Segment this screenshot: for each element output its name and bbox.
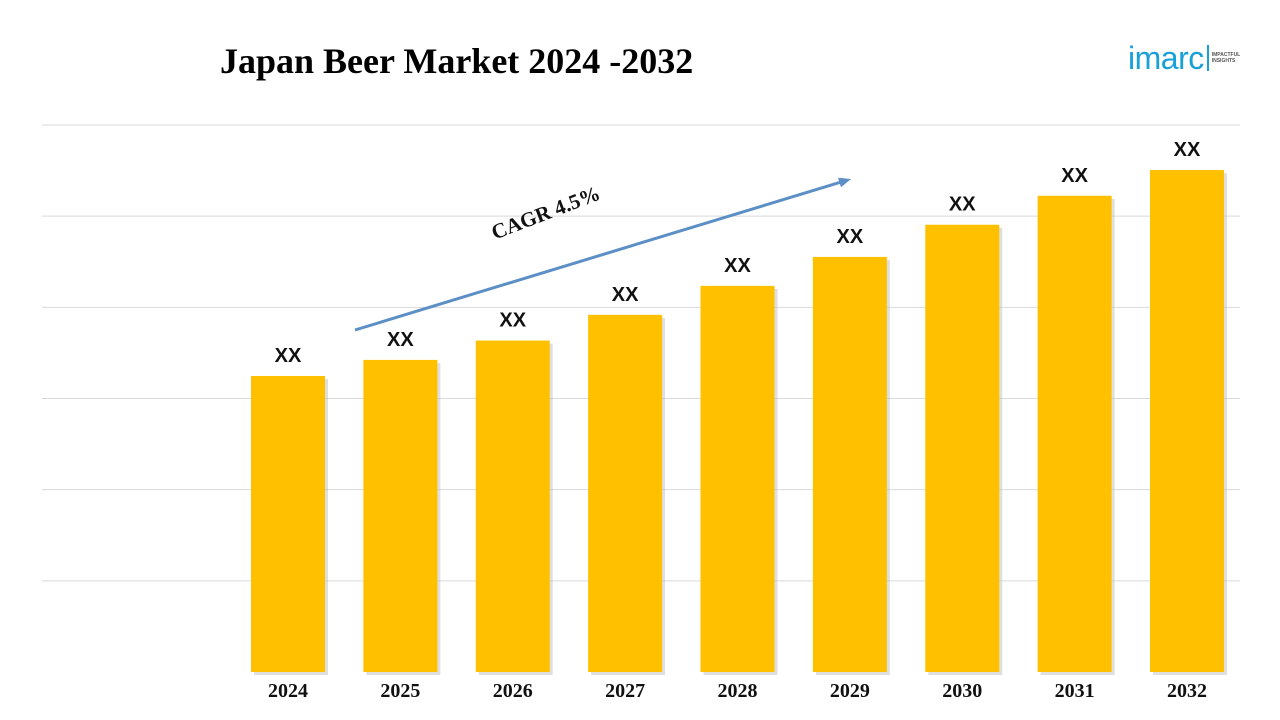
imarc-logo: imarc IMPACTFUL INSIGHTS xyxy=(1128,36,1242,80)
x-tick-label: 2030 xyxy=(942,680,982,702)
arrow-line xyxy=(354,179,844,332)
bar xyxy=(925,224,1000,672)
data-labels: XX XX XX XX XX XX XX XX XX xyxy=(275,139,1201,367)
bar xyxy=(700,285,775,672)
x-tick-label: 2031 xyxy=(1055,680,1095,702)
data-label: XX xyxy=(1061,165,1088,187)
arrow-head xyxy=(838,177,851,188)
x-tick-label: 2025 xyxy=(380,680,420,702)
x-tick-label: 2032 xyxy=(1167,680,1207,702)
x-tick-label: 2024 xyxy=(268,680,308,702)
data-label: XX xyxy=(949,194,976,216)
data-label: XX xyxy=(387,329,414,351)
bar xyxy=(1150,170,1224,672)
logo-wordmark: imarc xyxy=(1128,40,1204,76)
x-tick-labels: 2024 2025 2026 2027 2028 2029 2030 2031 2032 xyxy=(268,680,1207,702)
bar xyxy=(475,340,550,672)
bar xyxy=(588,314,663,672)
logo-tagline-line2: INSIGHTS xyxy=(1211,58,1236,64)
cagr-arrow xyxy=(354,177,851,332)
x-tick-label: 2028 xyxy=(718,680,758,702)
logo-tagline-line1: IMPACTFUL xyxy=(1211,52,1241,58)
logo-divider xyxy=(1206,45,1209,71)
chart-title: Japan Beer Market 2024 -2032 xyxy=(220,41,694,81)
x-tick-label: 2026 xyxy=(493,680,533,702)
data-label: XX xyxy=(837,226,864,248)
bar xyxy=(251,375,325,672)
data-label: XX xyxy=(724,255,751,277)
x-tick-label: 2029 xyxy=(830,680,870,702)
data-label: XX xyxy=(1174,139,1201,161)
bar xyxy=(1037,195,1112,672)
data-label: XX xyxy=(499,310,526,332)
data-label: XX xyxy=(612,284,639,306)
bar xyxy=(363,359,438,672)
bars xyxy=(251,170,1227,675)
data-label: XX xyxy=(275,345,302,367)
x-tick-label: 2027 xyxy=(605,680,645,702)
logo-tagline: IMPACTFUL INSIGHTS xyxy=(1212,52,1242,64)
bar xyxy=(812,256,887,672)
